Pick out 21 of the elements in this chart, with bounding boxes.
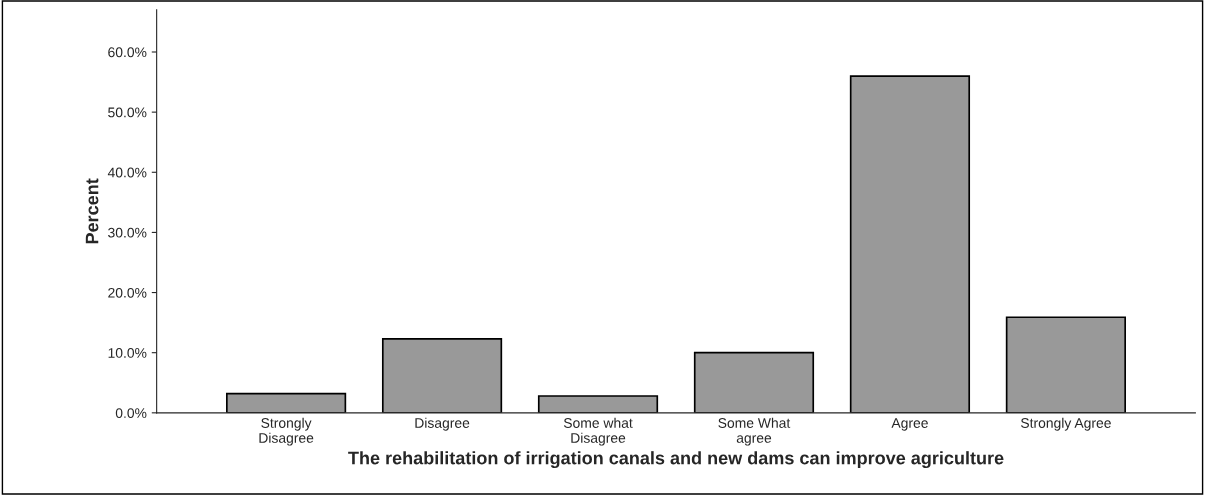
bar (537, 395, 659, 413)
x-tick-label: Strongly Agree (1020, 417, 1111, 431)
y-tick-label: 20.0% (108, 287, 147, 298)
x-tick-label: Strongly Disagree (259, 417, 314, 446)
bar (849, 75, 971, 413)
bar (693, 351, 815, 413)
x-tick-label: Disagree (415, 417, 470, 431)
x-tick-label: Some What agree (718, 417, 791, 446)
bar (381, 338, 503, 413)
y-tick-label: 30.0% (108, 227, 147, 238)
y-axis-title: Percent (85, 178, 99, 244)
y-tick-label: 60.0% (108, 47, 147, 58)
y-tick-label: 40.0% (107, 167, 147, 178)
bar (1005, 316, 1127, 413)
x-axis-title: The rehabilitation of irrigation canals and new dams can improve agriculture (348, 451, 1004, 469)
x-tick-label: Some what Disagree (563, 417, 633, 446)
y-tick-label: 10.0% (108, 348, 147, 358)
bar (225, 392, 347, 413)
y-tick-label: 50.0% (108, 107, 147, 118)
y-tick-label: 0.0% (115, 408, 147, 418)
x-tick-label: Agree (891, 418, 928, 431)
